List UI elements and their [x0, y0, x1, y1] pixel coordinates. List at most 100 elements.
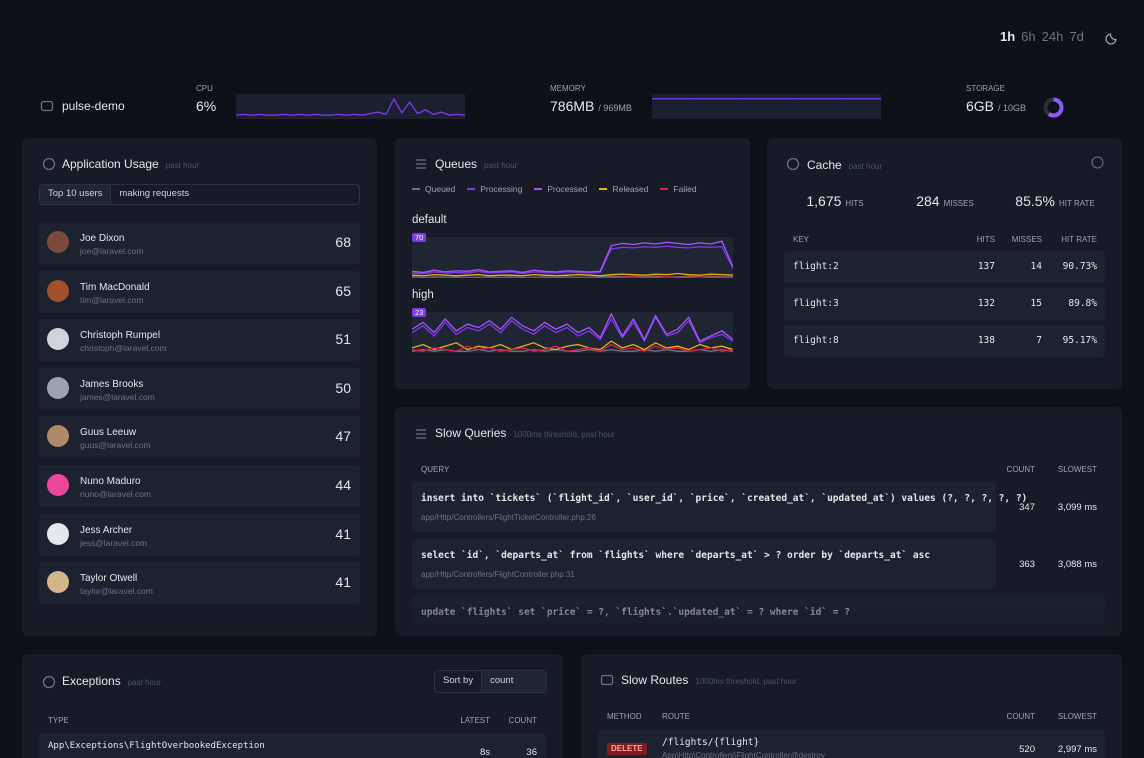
card: Cache past hour 1,675 HITS 284 MISSES 85.5% HIT…: [767, 138, 1122, 389]
cpu-sparkline: [236, 94, 465, 119]
subtitle: 1000ms threshold, past hour: [513, 430, 615, 439]
subtitle: 1000ms threshold, past hour: [695, 677, 797, 686]
card-title: Slow Queries 1000ms threshold, past hour: [435, 426, 615, 440]
subtitle: past hour: [165, 161, 200, 170]
column-header: QUERY: [421, 465, 450, 474]
column-header: LATEST: [460, 716, 490, 725]
user-row: [39, 416, 360, 459]
queue-line: [412, 240, 733, 274]
avatar: [47, 376, 69, 399]
card-title: Exceptions past hour: [62, 674, 161, 688]
route-action: App\Http\Controllers\FlightController@de…: [662, 751, 825, 758]
queue-name: default: [412, 214, 447, 226]
legend-swatch: [467, 188, 476, 191]
legend-swatch: [660, 188, 669, 191]
cache-cell: flight:3: [793, 298, 839, 309]
legend-swatch: [599, 188, 608, 191]
theme-toggle[interactable]: [1105, 30, 1120, 45]
cache-cell: 137: [977, 261, 995, 272]
donut-arc: [1043, 97, 1064, 118]
subtitle: past hour: [127, 678, 162, 687]
queue-line: [412, 343, 733, 353]
icon: [416, 159, 426, 169]
icon: [40, 100, 54, 112]
period-option[interactable]: 7d: [1069, 29, 1084, 44]
user-email: guus@laravel.com: [80, 440, 151, 451]
column-header: ROUTE: [662, 712, 690, 721]
max-badge: 70: [412, 233, 427, 242]
memory-sparkline: [652, 94, 881, 119]
card-title: Slow Routes 1000ms threshold, past hour: [621, 673, 797, 687]
column-header: COUNT: [1006, 465, 1035, 474]
stat-label: HIT RATE: [1058, 199, 1095, 208]
user-count: 44: [335, 477, 351, 493]
sort-select[interactable]: Sort by count: [434, 670, 547, 693]
legend-swatch: [412, 188, 420, 191]
column-header: KEY: [793, 235, 810, 244]
legend: Queued Processing Processed Released Failed: [412, 184, 697, 194]
column-header: SLOWEST: [1057, 465, 1097, 474]
period-option[interactable]: 1h: [1000, 29, 1016, 44]
legend-label: Released: [612, 184, 649, 194]
card-title: Queues past hour: [435, 157, 517, 171]
user-count: 68: [335, 234, 351, 250]
column-header: TYPE: [48, 716, 69, 725]
card: Application Usage past hour Top 10 users ma…: [22, 138, 377, 636]
user-name: Guus Leeuw: [80, 427, 137, 439]
cache-cell: flight:8: [793, 335, 839, 346]
query-slowest: 3,099 ms: [1057, 502, 1097, 513]
avatar: [47, 279, 69, 302]
moon-icon: [1105, 33, 1117, 45]
user-name: Tim MacDonald: [80, 281, 150, 293]
queue-line: [412, 312, 733, 342]
value: 6%: [196, 98, 217, 114]
user-filter-select[interactable]: Top 10 users making requests: [39, 184, 360, 205]
metric-value: 786MB/ 969MB: [550, 98, 632, 115]
query-row: [412, 482, 996, 532]
user-name: Nuno Maduro: [80, 476, 141, 487]
column-header: SLOWEST: [1057, 712, 1097, 721]
column-header: METHOD: [607, 712, 642, 721]
queue-name: high: [412, 289, 434, 301]
column-header: MISSES: [1011, 235, 1042, 244]
subtitle: past hour: [848, 162, 883, 171]
exception-count: 36: [526, 747, 537, 758]
cache-cell: 89.8%: [1068, 298, 1097, 309]
legend-item: Failed: [660, 184, 697, 194]
user-name: Taylor Otwell: [80, 573, 138, 585]
avatar: [47, 425, 69, 448]
user-row: [39, 319, 360, 362]
value: 6GB: [966, 98, 995, 114]
avatar: [47, 474, 69, 496]
route-count: 520: [1019, 744, 1035, 755]
user-name: James Brooks: [80, 378, 144, 390]
legend-item: Processed: [534, 184, 587, 194]
cache-cell: 14: [1030, 261, 1042, 272]
user-row: [39, 562, 360, 605]
method-badge: DELETE: [607, 743, 647, 755]
exception-latest: 8s: [479, 747, 490, 758]
avatar: [47, 231, 69, 253]
card-title: Cache past hour: [807, 158, 882, 172]
server-name: pulse-demo: [62, 99, 125, 113]
cache-cell: 138: [977, 335, 995, 346]
column-header: HITS: [976, 235, 995, 244]
queue-line: [412, 340, 733, 351]
stat-label: HITS: [845, 199, 864, 208]
stat-label: MISSES: [943, 199, 974, 208]
icon: [42, 675, 56, 689]
cache-cell: flight:2: [793, 261, 839, 272]
user-email: tim@laravel.com: [80, 294, 144, 305]
info-icon[interactable]: [1091, 156, 1104, 169]
metric-label: CPU: [196, 84, 213, 93]
icon-shape: [600, 674, 614, 686]
legend-label: Processed: [547, 184, 588, 194]
icon: [42, 157, 56, 171]
user-count: 47: [335, 428, 351, 445]
user-email: nuno@laravel.com: [80, 489, 151, 499]
query-sql: select `id`, `departs_at` from `flights`…: [421, 550, 931, 561]
cache-cell: 15: [1030, 298, 1042, 309]
queue-chart: [412, 237, 733, 278]
period-option[interactable]: 6h: [1021, 29, 1036, 44]
period-option[interactable]: 24h: [1041, 29, 1064, 44]
